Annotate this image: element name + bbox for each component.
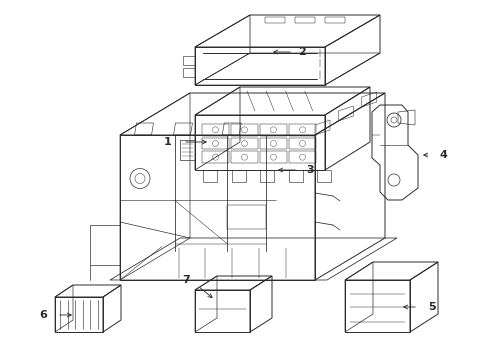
Text: 1: 1 <box>164 137 171 147</box>
Text: 5: 5 <box>427 302 435 312</box>
Text: 6: 6 <box>39 310 47 320</box>
Text: 2: 2 <box>298 47 305 57</box>
Text: 4: 4 <box>438 150 446 160</box>
Text: 7: 7 <box>182 275 189 285</box>
Text: 3: 3 <box>305 165 313 175</box>
